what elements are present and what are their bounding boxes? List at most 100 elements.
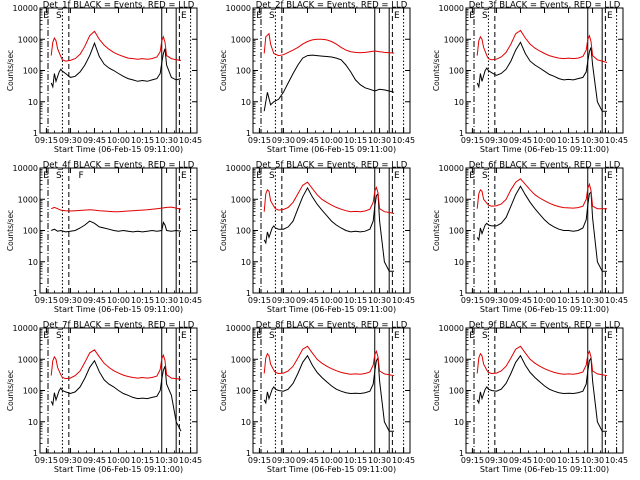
- marker-letter-S: S: [56, 11, 62, 21]
- x-tick-label: 09:45: [296, 136, 319, 145]
- x-tick-label: 10:00: [320, 456, 343, 465]
- x-tick-label: 10:30: [368, 136, 391, 145]
- x-tick-label: 09:30: [485, 456, 508, 465]
- y-tick-label: 100: [449, 67, 464, 76]
- x-tick-label: 10:00: [320, 136, 343, 145]
- x-tick-label: 10:15: [131, 136, 154, 145]
- x-tick-label: 09:45: [83, 296, 106, 305]
- panel-det-5: Det_5f BLACK = Events, RED = LLD 1 10 100 10…: [219, 161, 415, 315]
- x-axis-label: Start Time (06-Feb-15 09:11:00): [480, 305, 609, 314]
- panel-det-4: Det_4f BLACK = Events, RED = LLD 1 10 100 10…: [6, 161, 202, 315]
- y-tick-label: 10: [28, 418, 38, 427]
- y-tick-label: 100: [236, 387, 251, 396]
- marker-letter-E: E: [43, 331, 49, 341]
- x-tick-label: 10:45: [179, 296, 202, 305]
- x-tick-label: 10:45: [179, 136, 202, 145]
- x-tick-label: 10:15: [557, 296, 580, 305]
- y-axis-label: Counts/sec: [432, 210, 441, 251]
- x-tick-label: 10:30: [581, 456, 604, 465]
- series-line-lld: [263, 345, 395, 377]
- y-tick-label: 1000: [444, 195, 464, 204]
- panel-det-3: Det_3f BLACK = Events, RED = LLD 1 10 100 10…: [432, 1, 628, 155]
- y-tick-label: 10: [28, 258, 38, 267]
- marker-letter-end: E: [181, 331, 187, 341]
- y-tick-label: 1000: [231, 35, 251, 44]
- x-tick-label: 10:30: [155, 136, 178, 145]
- x-tick-label: 10:15: [344, 136, 367, 145]
- y-tick-label: 10: [241, 418, 251, 427]
- y-tick-label: 1000: [231, 355, 251, 364]
- series-line-events: [50, 359, 182, 432]
- panel-title: Det_7f BLACK = Events, RED = LLD: [43, 321, 195, 331]
- y-tick-label: 10: [241, 98, 251, 107]
- x-tick-label: 09:45: [83, 456, 106, 465]
- marker-letter-S: S: [56, 331, 62, 341]
- y-tick-label: 100: [23, 227, 38, 236]
- x-tick-label: 10:45: [605, 296, 628, 305]
- x-axis-label: Start Time (06-Feb-15 09:11:00): [480, 145, 609, 154]
- x-tick-label: 10:15: [344, 456, 367, 465]
- series-line-events: [50, 41, 182, 89]
- series-line-lld: [51, 206, 182, 213]
- x-tick-label: 09:30: [272, 296, 295, 305]
- x-tick-label: 09:45: [296, 456, 319, 465]
- x-tick-label: 10:00: [107, 456, 130, 465]
- marker-letter-F: F: [78, 171, 83, 181]
- series-line-events: [51, 220, 182, 233]
- marker-letter-E: E: [256, 331, 262, 341]
- y-tick-label: 10000: [226, 324, 251, 333]
- marker-letter-S: S: [482, 331, 488, 341]
- marker-letter-S: S: [269, 11, 275, 21]
- y-tick-label: 10000: [439, 4, 464, 13]
- y-axis-label: Counts/sec: [6, 370, 15, 411]
- y-axis-label: Counts/sec: [219, 50, 228, 91]
- panel-title: Det_9f BLACK = Events, RED = LLD: [469, 321, 621, 331]
- y-tick-label: 1: [459, 289, 464, 298]
- y-tick-label: 1000: [18, 35, 38, 44]
- marker-letter-end: E: [181, 11, 187, 21]
- x-tick-label: 09:30: [272, 136, 295, 145]
- x-tick-label: 10:45: [179, 456, 202, 465]
- x-tick-label: 10:30: [155, 296, 178, 305]
- plot-frame: [252, 7, 411, 134]
- y-axis-label: Counts/sec: [219, 370, 228, 411]
- x-axis-label: Start Time (06-Feb-15 09:11:00): [267, 305, 396, 314]
- marker-letter-S: S: [482, 171, 488, 181]
- y-tick-label: 1: [33, 129, 38, 138]
- series-line-lld: [476, 178, 607, 210]
- x-tick-label: 09:30: [59, 296, 82, 305]
- y-tick-label: 10000: [13, 4, 38, 13]
- plot-frame: [465, 7, 624, 134]
- y-tick-label: 1: [459, 449, 464, 458]
- series-line-lld: [476, 345, 608, 377]
- x-tick-label: 09:30: [59, 136, 82, 145]
- y-tick-label: 10: [28, 98, 38, 107]
- panel-title: Det_1f BLACK = Events, RED = LLD: [43, 1, 195, 11]
- panel-title: Det_3f BLACK = Events, RED = LLD: [469, 1, 621, 11]
- x-tick-label: 10:15: [344, 296, 367, 305]
- x-tick-label: 10:00: [107, 136, 130, 145]
- x-tick-label: 10:00: [107, 296, 130, 305]
- panel-title: Det_4f BLACK = Events, RED = LLD: [43, 161, 195, 171]
- marker-letter-E: E: [256, 171, 262, 181]
- y-tick-label: 1000: [18, 195, 38, 204]
- series-line-lld: [50, 30, 182, 62]
- plot-frame: [39, 7, 198, 134]
- y-tick-label: 10000: [13, 324, 38, 333]
- series-line-events: [263, 54, 395, 112]
- marker-letter-end: E: [394, 171, 400, 181]
- y-tick-label: 10: [454, 98, 464, 107]
- marker-letter-S: S: [269, 171, 275, 181]
- y-axis-label: Counts/sec: [432, 50, 441, 91]
- x-tick-label: 09:15: [461, 456, 484, 465]
- plot-frame: [252, 327, 411, 454]
- y-tick-label: 10000: [226, 4, 251, 13]
- x-tick-label: 10:30: [368, 456, 391, 465]
- y-tick-label: 100: [449, 387, 464, 396]
- plot-frame: [465, 327, 624, 454]
- marker-letter-end: E: [394, 331, 400, 341]
- x-tick-label: 10:30: [155, 456, 178, 465]
- y-tick-label: 100: [236, 227, 251, 236]
- x-tick-label: 10:00: [533, 296, 556, 305]
- y-tick-label: 1: [246, 289, 251, 298]
